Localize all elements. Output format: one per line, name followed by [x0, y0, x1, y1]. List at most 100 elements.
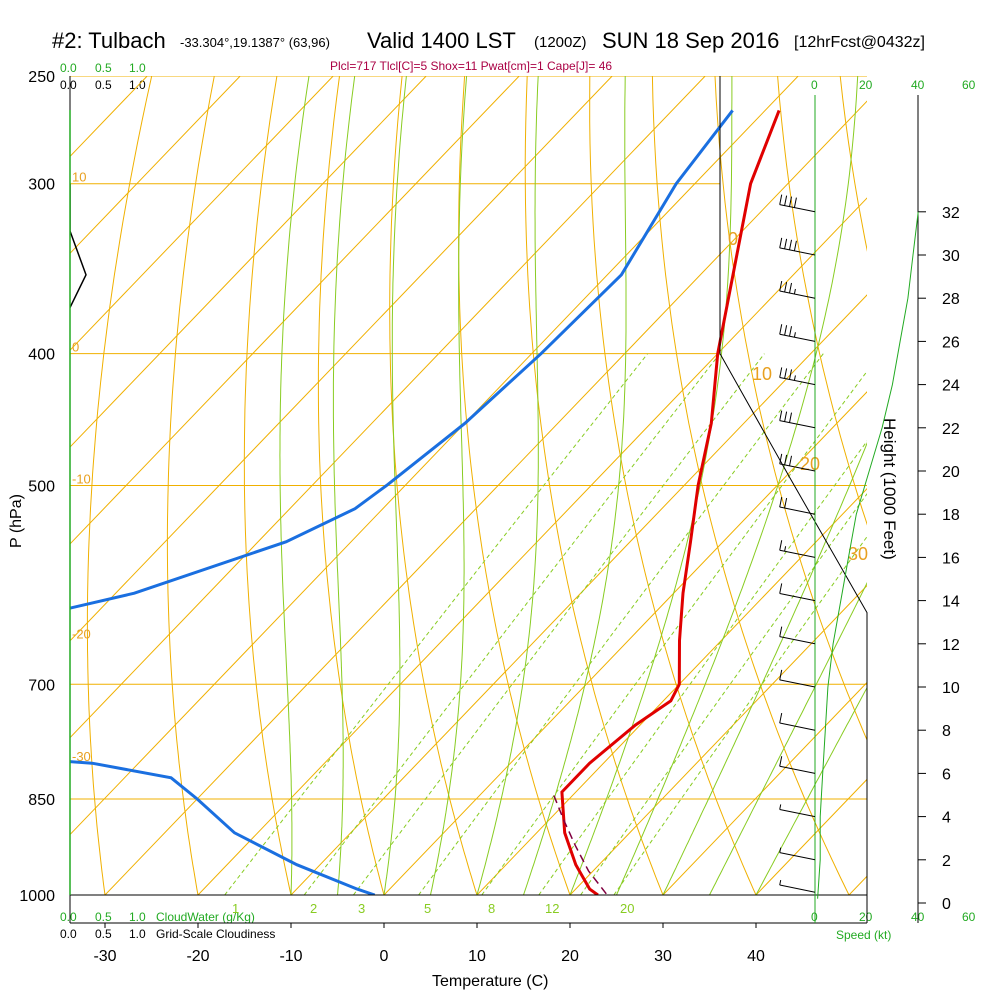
mixing-ratio-label: 5 — [424, 901, 431, 916]
wind-barb — [780, 195, 815, 212]
speed-top-tick: 20 — [859, 78, 873, 92]
isotherm-label: 10 — [72, 170, 86, 185]
top-cloudwater-tick: 0.0 — [60, 61, 77, 75]
dry-adiabat-line — [965, 76, 1000, 895]
height-axis-label: Height (1000 Feet) — [880, 418, 899, 560]
height-tick-label: 24 — [942, 378, 960, 395]
bottom-cloudwater-scale: 0.0 0.5 1.0 CloudWater (g/Kg) — [60, 910, 255, 924]
mixing-ratio-line — [225, 354, 648, 895]
valid-time: Valid 1400 LST — [367, 28, 516, 53]
bottom-cloudwater-tick: 0.0 — [60, 910, 77, 924]
bottom-cloudiness-tick: 0.5 — [95, 927, 112, 941]
wind-barb-flag — [780, 281, 782, 291]
height-tick-label: 4 — [942, 810, 951, 827]
bottom-cloudiness-scale: 0.0 0.5 1.0 Grid-Scale Cloudiness — [60, 927, 275, 941]
height-tick-label: 28 — [942, 291, 960, 308]
wind-barb-flag — [780, 195, 782, 205]
bottom-cloudiness-label: Grid-Scale Cloudiness — [156, 927, 275, 941]
bottom-cloudwater-tick: 1.0 — [129, 910, 146, 924]
bottom-cloudiness-tick: 0.0 — [60, 927, 77, 941]
mixing-ratio-label: 3 — [358, 901, 365, 916]
wind-barb-staff — [780, 248, 815, 255]
dry-adiabat-label: 20 — [800, 454, 820, 474]
pressure-tick-label: 250 — [28, 69, 55, 86]
speed-bottom-tick: 60 — [962, 910, 976, 924]
mixing-ratio-label: 8 — [488, 901, 495, 916]
height-tick-label: 2 — [942, 853, 951, 870]
wind-barb-staff — [780, 680, 815, 687]
wind-barb — [780, 848, 815, 860]
temperature-tick-label: 40 — [747, 948, 765, 965]
height-tick-label: 32 — [942, 205, 960, 222]
surface-temperature-point — [607, 895, 615, 903]
height-tick-label: 6 — [942, 766, 951, 783]
wind-barb — [780, 411, 815, 428]
bottom-cloudwater-tick: 0.5 — [95, 910, 112, 924]
speed-bottom-tick: 20 — [859, 910, 873, 924]
isotherm-label: -10 — [72, 472, 91, 487]
mixing-ratio-line — [304, 354, 720, 895]
pressure-tick-label: 850 — [28, 792, 55, 809]
temperature-tick-label: 20 — [561, 948, 579, 965]
mixing-ratio-label: 20 — [620, 901, 634, 916]
wind-barb-flag — [790, 240, 792, 250]
station-name: #2: Tulbach — [52, 28, 166, 53]
top-cloudwater-scale: 0.0 0.5 1.0 — [60, 61, 146, 75]
wind-barb-half-flag — [794, 332, 795, 337]
wind-barb-flag — [790, 456, 792, 466]
wind-barb-flag — [780, 756, 782, 766]
top-cloudiness-scale: 0.0 0.5 1.0 — [60, 78, 146, 92]
pressure-tick-label: 1000 — [19, 888, 55, 905]
wind-barb-staff — [780, 853, 815, 860]
wind-barb — [780, 367, 815, 384]
wind-barb-flag — [780, 367, 782, 377]
isotherm-label: 0 — [72, 340, 79, 355]
height-tick-label: 8 — [942, 723, 951, 740]
pressure-tick-label: 700 — [28, 677, 55, 694]
speed-top-tick: 40 — [911, 78, 925, 92]
mixing-ratio-line — [581, 354, 969, 895]
valid-zulu: (1200Z) — [534, 34, 587, 51]
height-tick-label: 20 — [942, 464, 960, 481]
bottom-cloudwater-label: CloudWater (g/Kg) — [156, 910, 255, 924]
height-tick-label: 10 — [942, 680, 960, 697]
wind-barb-half-flag — [780, 880, 781, 885]
wind-barb-flag — [780, 627, 782, 637]
wind-barb-flag — [785, 412, 787, 422]
mixing-ratio-label: 2 — [310, 901, 317, 916]
wind-barb-staff — [780, 291, 815, 298]
dry-adiabat-label: 30 — [848, 544, 868, 564]
wind-barb-flag — [780, 713, 782, 723]
data-series — [0, 110, 779, 903]
top-cloudwater-tick: 1.0 — [129, 61, 146, 75]
temperature-tick-label: -20 — [186, 948, 209, 965]
right-frame-diagonal — [720, 354, 867, 923]
wind-barb-flag — [790, 413, 792, 423]
forecast-label: [12hrFcst@0432z] — [794, 34, 925, 51]
mixing-ratio-label: 12 — [545, 901, 559, 916]
pressure-tick-label: 300 — [28, 177, 55, 194]
temperature-tick-label: 10 — [468, 948, 486, 965]
wind-barb-staff — [780, 334, 815, 341]
wind-barb-flag — [785, 325, 787, 335]
wind-barb — [780, 756, 815, 773]
height-tick-label: 22 — [942, 421, 960, 438]
dry-adiabat-label: 10 — [752, 364, 772, 384]
wind-barb-flag — [794, 241, 796, 251]
x-axis-label: Temperature (C) — [432, 973, 548, 990]
wind-barb-flag — [780, 411, 782, 421]
wind-barb-half-flag — [794, 289, 795, 294]
y-axis-label: P (hPa) — [8, 494, 25, 548]
mixing-ratio-line — [353, 354, 764, 895]
wind-barb-staff — [780, 766, 815, 773]
speed-top-tick: 60 — [962, 78, 976, 92]
speed-top-tick: 0 — [811, 78, 818, 92]
wind-barb-flag — [785, 498, 787, 508]
isotherm-label: -20 — [72, 627, 91, 642]
wind-barb-staff — [780, 637, 815, 644]
height-tick-label: 12 — [942, 637, 960, 654]
top-cloudiness-tick: 0.5 — [95, 78, 112, 92]
dry-adiabat-line — [903, 76, 1000, 895]
